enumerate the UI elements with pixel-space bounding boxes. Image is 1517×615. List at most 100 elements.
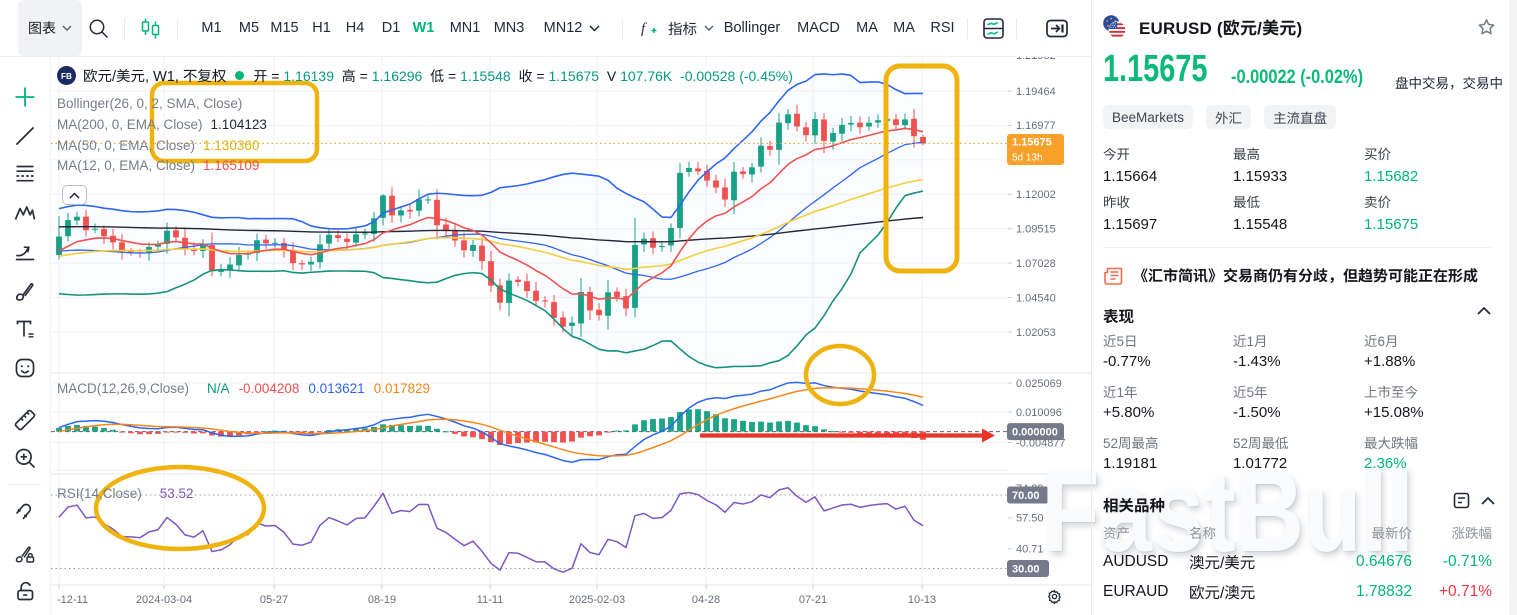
timeframe-d1[interactable]: D1 bbox=[381, 20, 401, 36]
tool-lock-all[interactable] bbox=[8, 574, 42, 608]
indicator-shortcut-ma-2[interactable]: MA bbox=[856, 20, 878, 36]
scrollbar-track[interactable] bbox=[1509, 0, 1517, 615]
tool-emoji[interactable] bbox=[8, 351, 42, 385]
close-label: 收 = bbox=[518, 67, 545, 84]
collapse-panel-button[interactable] bbox=[1045, 0, 1069, 56]
indicators-button[interactable]: f 指标 bbox=[639, 0, 714, 56]
svg-text:70.00: 70.00 bbox=[1012, 490, 1040, 502]
related-row-euraud[interactable]: EURAUD 欧元/澳元 1.78832 +0.71% bbox=[1103, 582, 1492, 602]
performance-label: 最大跌幅 bbox=[1364, 436, 1418, 451]
magnet-icon bbox=[15, 503, 32, 520]
annotation-arrow-head bbox=[982, 428, 995, 443]
macd-pane-legend[interactable]: MACD(12,26,9,Close) N/A -0.004208 0.013621 0… bbox=[57, 381, 430, 396]
performance-value: +15.08% bbox=[1364, 404, 1424, 421]
indicator-shortcut-rsi-4[interactable]: RSI bbox=[930, 20, 955, 36]
indicator-label: Bollinger(26, 0, 2, SMA, Close) bbox=[57, 96, 243, 111]
performance-collapse-button[interactable] bbox=[1477, 307, 1491, 315]
favorite-star-button[interactable] bbox=[1477, 18, 1496, 36]
ma200-line bbox=[58, 216, 924, 243]
related-symbol: AUDUSD bbox=[1103, 553, 1169, 570]
symbol-tag[interactable]: 主流直盘 bbox=[1264, 105, 1337, 129]
related-section-icons bbox=[1453, 492, 1495, 509]
legend-collapse-button[interactable] bbox=[62, 185, 87, 205]
rsi-legend-value: 53.52 bbox=[151, 486, 194, 501]
list-view-icon[interactable] bbox=[1453, 492, 1470, 509]
news-headline[interactable]: 《汇市简讯》交易商仍有分歧，但趋势可能正在形成 bbox=[1103, 265, 1499, 286]
tool-pattern[interactable] bbox=[8, 196, 42, 230]
indicator-legend-row[interactable]: MA(12, 0, EMA, Close) 1.165109 bbox=[57, 156, 793, 177]
open-label: 开 = bbox=[253, 67, 280, 84]
quote-header: EURUSD (欧元/美元) bbox=[1103, 14, 1302, 39]
indicator-shortcut-macd-1[interactable]: MACD bbox=[797, 20, 840, 36]
trend-line-icon bbox=[16, 127, 34, 145]
indicator-legend-row[interactable]: MA(200, 0, EMA, Close) 1.104123 bbox=[57, 115, 793, 136]
rsi-pane-legend[interactable]: RSI(14,Close) 53.52 bbox=[57, 486, 194, 501]
chevron-up-icon bbox=[69, 191, 80, 199]
fib-lines-icon bbox=[16, 165, 34, 182]
annotation-rect-recent-candles bbox=[883, 63, 960, 274]
performance-0: 近5日 -0.77% bbox=[1103, 334, 1233, 385]
related-name: 澳元/美元 bbox=[1189, 555, 1256, 572]
pane-layout-button[interactable] bbox=[982, 0, 1005, 56]
timeframe-mn12[interactable]: MN12 bbox=[543, 20, 583, 36]
timeframe-m1[interactable]: M1 bbox=[201, 20, 222, 36]
performance-label: 52周最高 bbox=[1103, 436, 1159, 451]
timeframe-h1[interactable]: H1 bbox=[312, 20, 331, 36]
ohlc-values: 开 = 1.16139 高 = 1.16296 低 = 1.15548 收 = … bbox=[253, 66, 792, 86]
tool-crosshair[interactable] bbox=[8, 80, 42, 114]
symbol-tag[interactable]: BeeMarkets bbox=[1103, 105, 1194, 129]
symbol-legend-row[interactable]: FB 欧元/美元, W1, 不复权 开 = 1.16139 高 = 1.1629… bbox=[57, 65, 793, 86]
performance-value: +5.80% bbox=[1103, 404, 1155, 421]
tool-fib-lines[interactable] bbox=[8, 157, 42, 191]
time-axis-label: 2024-03-04 bbox=[136, 594, 192, 606]
tool-ruler[interactable] bbox=[8, 403, 42, 437]
performance-value: -1.50% bbox=[1233, 404, 1281, 421]
chart-menu-button[interactable]: 图表 bbox=[18, 0, 82, 56]
timeframe-m15[interactable]: M15 bbox=[270, 20, 299, 36]
indicator-label: MA(50, 0, EMA, Close) bbox=[57, 137, 196, 153]
chevron-up-icon[interactable] bbox=[1481, 496, 1495, 505]
stat-4: 最低 1.15548 bbox=[1233, 195, 1364, 243]
sidebar-divider bbox=[9, 484, 41, 485]
tool-drawing-lock[interactable] bbox=[8, 536, 42, 570]
symbol-search-button[interactable] bbox=[87, 0, 110, 56]
indicator-shortcut-ma-3[interactable]: MA bbox=[893, 20, 915, 36]
performance-value: -0.77% bbox=[1103, 353, 1151, 370]
time-axis-label: 10-13 bbox=[908, 594, 936, 606]
macd-axis-label: 0.010096 bbox=[1016, 407, 1062, 419]
timeframe-w1[interactable]: W1 bbox=[412, 20, 435, 36]
tool-magnet[interactable] bbox=[8, 493, 42, 527]
chart-style-button[interactable] bbox=[139, 0, 162, 56]
timeframe-h4[interactable]: H4 bbox=[345, 20, 365, 36]
low-label: 低 = bbox=[430, 67, 457, 84]
chart-toolbar: 图表 M1 M5 M15 H1 H4 D1 W1 MN1 MN3 MN12 f 指标 bbox=[0, 0, 1091, 57]
timeframe-m5[interactable]: M5 bbox=[238, 20, 260, 36]
timeframe-more-button[interactable] bbox=[589, 0, 600, 56]
tool-brush[interactable] bbox=[8, 274, 42, 308]
gear-icon bbox=[1047, 589, 1061, 604]
timeframe-mn1[interactable]: MN1 bbox=[449, 20, 481, 36]
star-icon bbox=[1478, 19, 1495, 35]
indicator-legend-row[interactable]: Bollinger(26, 0, 2, SMA, Close) bbox=[57, 94, 793, 115]
performance-label: 近6月 bbox=[1364, 334, 1399, 349]
svg-text:1.15675: 1.15675 bbox=[1012, 137, 1052, 149]
timeframe-mn3[interactable]: MN3 bbox=[493, 20, 525, 36]
chevron-down-icon bbox=[704, 25, 714, 31]
tool-zoom-in[interactable] bbox=[8, 441, 42, 475]
axis-settings-button[interactable] bbox=[1047, 589, 1062, 604]
related-row-audusd[interactable]: AUDUSD 澳元/美元 0.64676 -0.71% bbox=[1103, 552, 1492, 572]
indicator-legend-row[interactable]: MA(50, 0, EMA, Close) 1.130360 bbox=[57, 136, 793, 157]
symbol-description: 欧元/美元, W1, 不复权 bbox=[83, 69, 227, 85]
stat-0: 今开 1.15664 bbox=[1103, 147, 1233, 195]
performance-5: 上市至今 +15.08% bbox=[1364, 385, 1499, 436]
ruler-icon bbox=[14, 409, 36, 431]
performance-value: 2.36% bbox=[1364, 455, 1407, 472]
tool-trend-line[interactable] bbox=[8, 119, 42, 153]
toolbar-divider bbox=[967, 18, 968, 39]
symbol-tag[interactable]: 外汇 bbox=[1206, 105, 1252, 129]
tool-text[interactable] bbox=[8, 312, 42, 346]
indicator-shortcut-bollinger-0[interactable]: Bollinger bbox=[723, 20, 781, 36]
stat-value: 1.15933 bbox=[1233, 168, 1288, 185]
tool-forecast[interactable] bbox=[8, 234, 42, 268]
